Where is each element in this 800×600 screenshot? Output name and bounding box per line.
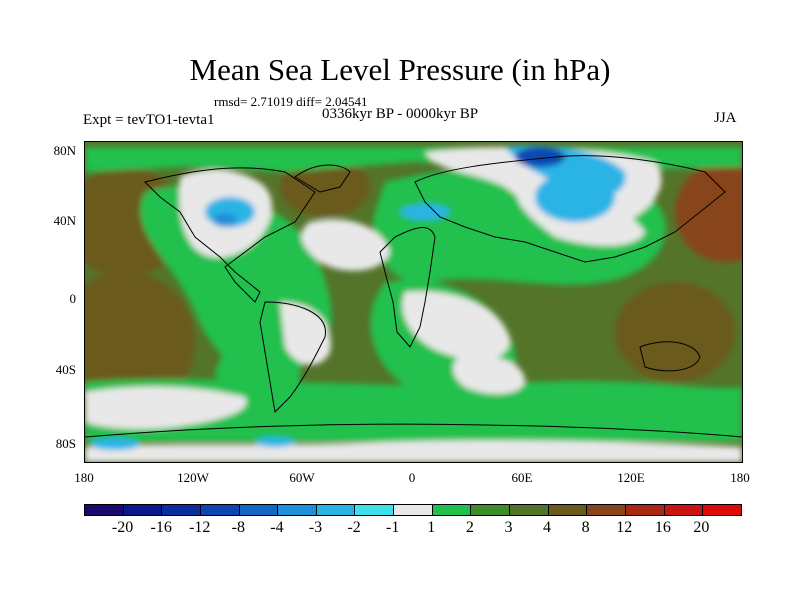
colorbar-segment [703, 505, 741, 515]
field-positive-high [675, 162, 742, 262]
colorbar-segment [394, 505, 433, 515]
coast-eurasia [414, 155, 726, 263]
colorbar-segment [200, 505, 240, 515]
colorbar-label: 2 [465, 519, 474, 536]
colorbar-label: -20 [111, 519, 134, 536]
colorbar-label: 20 [693, 519, 710, 536]
colorbar-label: -1 [386, 519, 400, 536]
colorbar-segment [432, 505, 472, 515]
coast-africa [379, 227, 436, 348]
lon-label: 120E [617, 470, 645, 485]
colorbar-label: -8 [231, 519, 245, 536]
lat-label: 0 [69, 291, 77, 306]
field-negative [255, 437, 295, 447]
field-negative [535, 172, 615, 222]
colorbar [84, 504, 742, 516]
colorbar-segment [85, 505, 124, 515]
field-near-zero [453, 355, 525, 394]
lat-label: 40S [55, 362, 76, 377]
colorbar-segment [239, 505, 279, 515]
experiment-text: Expt = tevTO1-tevta1 [83, 112, 215, 128]
lon-label: 180 [74, 470, 94, 485]
coast-greenland [294, 164, 351, 193]
lon-label: 180 [730, 470, 750, 485]
lon-label: 120W [177, 470, 209, 485]
lat-label: 80N [53, 143, 76, 158]
coastlines [85, 155, 742, 438]
field-negative [400, 204, 450, 220]
lon-label: 60W [289, 470, 315, 485]
colorbar-segment [587, 505, 626, 515]
colorbar-label: -16 [150, 519, 172, 536]
season-text: JJA [714, 110, 737, 126]
field-near-zero [402, 291, 510, 361]
field-positive-low [215, 322, 301, 410]
field-negative [515, 147, 565, 167]
colorbar-label: 4 [543, 519, 552, 536]
colorbar-segment [355, 505, 395, 515]
pressure-map [84, 141, 743, 463]
chart-title: Mean Sea Level Pressure (in hPa) [189, 52, 611, 87]
field-positive-high [85, 272, 195, 412]
colorbar-label: -4 [270, 519, 284, 536]
field-near-zero [280, 302, 331, 365]
colorbar-label: 8 [581, 519, 590, 536]
field-near-zero [85, 440, 742, 462]
lat-label: 80S [55, 436, 76, 451]
field-negative [90, 438, 140, 450]
colorbar-label: 12 [616, 519, 633, 536]
colorbar-segment [548, 505, 588, 515]
coast-south-america [259, 301, 326, 414]
colorbar-segment [162, 505, 201, 515]
colorbar-segment [510, 505, 549, 515]
map-field [85, 142, 742, 462]
field-near-zero [301, 219, 390, 271]
colorbar-label: 16 [654, 519, 671, 536]
field-negative [213, 213, 237, 227]
colorbar-label: -12 [189, 519, 211, 536]
lon-label: 60E [511, 470, 533, 485]
field-near-zero [85, 386, 247, 430]
colorbar-label: -2 [347, 519, 361, 536]
colorbar-segment [625, 505, 665, 515]
colorbar-segment [471, 505, 511, 515]
colorbar-segment [664, 505, 704, 515]
lat-label: 40N [53, 213, 76, 228]
stats-text: rmsd= 2.71019 diff= 2.04541 [214, 94, 368, 109]
coast-australia [639, 341, 701, 372]
colorbar-segment [278, 505, 317, 515]
colorbar-label: 3 [504, 519, 513, 536]
coast-north-america [144, 167, 316, 303]
coast-antarctica [85, 423, 742, 438]
period-text: 0336kyr BP - 0000kyr BP [322, 106, 479, 122]
colorbar-segment [123, 505, 163, 515]
colorbar-label: 1 [427, 519, 436, 536]
field-positive-high [615, 282, 735, 382]
colorbar-label: -3 [308, 519, 323, 536]
colorbar-segment [316, 505, 356, 515]
lon-label: 0 [408, 470, 416, 485]
